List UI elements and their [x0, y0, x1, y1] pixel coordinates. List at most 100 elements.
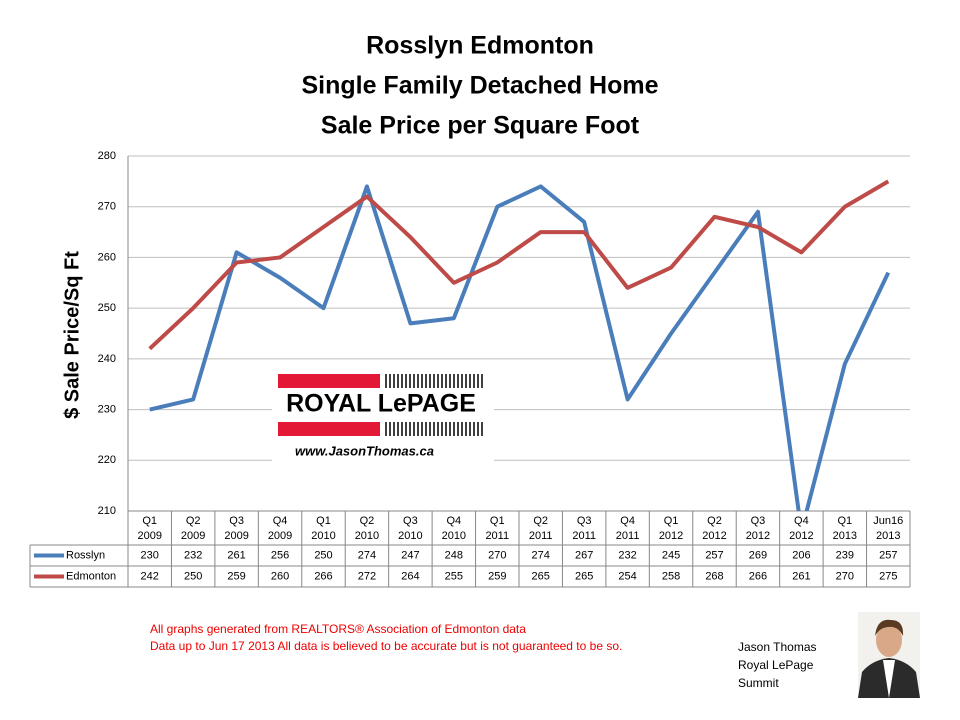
y-tick-label: 250: [98, 302, 116, 314]
x-tick-label: 2010: [398, 530, 422, 542]
x-tick-label: 2010: [442, 530, 466, 542]
table-value: 254: [618, 570, 636, 582]
portrait-face: [876, 623, 902, 657]
x-tick-label: Q3: [403, 515, 418, 527]
x-tick-label: 2013: [833, 530, 857, 542]
table-value: 258: [662, 570, 680, 582]
signature: Jason Thomas: [738, 640, 817, 654]
logo-stripes: [385, 374, 483, 436]
y-tick-label: 260: [98, 251, 116, 263]
x-tick-label: 2012: [746, 530, 770, 542]
x-tick-label: Q4: [794, 515, 809, 527]
signature: Summit: [738, 676, 779, 690]
x-tick-label: Jun16: [873, 515, 903, 527]
table-value: 257: [705, 549, 723, 561]
table-value: 239: [836, 549, 854, 561]
table-value: 261: [792, 570, 810, 582]
table-value: 232: [184, 549, 202, 561]
portrait-hair: [875, 619, 904, 636]
x-tick-label: Q4: [620, 515, 635, 527]
table-value: 269: [749, 549, 767, 561]
x-tick-label: Q4: [446, 515, 461, 527]
x-tick-label: 2011: [572, 530, 596, 542]
chart-title: Sale Price per Square Foot: [321, 112, 640, 140]
logo: ROYAL LePAGE www.JasonThomas.ca: [272, 368, 494, 464]
legend-label: Rosslyn: [66, 549, 105, 561]
table-value: 274: [532, 549, 550, 561]
portrait-shirt: [883, 660, 895, 698]
footnote: Data up to Jun 17 2013 All data is belie…: [150, 639, 622, 653]
logo-bar: [278, 374, 380, 388]
series-line: [148, 179, 890, 351]
x-tick-label: Q1: [142, 515, 157, 527]
x-tick-label: 2013: [876, 530, 900, 542]
series-line: [149, 184, 891, 511]
chart-title: Single Family Detached Home: [301, 72, 658, 100]
y-axis-label: $ Sale Price/Sq Ft: [61, 251, 83, 419]
table-value: 230: [141, 549, 159, 561]
table-value: 267: [575, 549, 593, 561]
x-tick-label: 2009: [181, 530, 205, 542]
x-tick-label: Q4: [273, 515, 288, 527]
table-value: 264: [401, 570, 419, 582]
table-value: 270: [488, 549, 506, 561]
logo-brand: ROYAL LePAGE: [286, 390, 476, 418]
x-tick-label: Q1: [664, 515, 679, 527]
y-tick-label: 270: [98, 201, 116, 213]
y-tick-label: 220: [98, 454, 116, 466]
table-value: 248: [445, 549, 463, 561]
legend-label: Edmonton: [66, 570, 116, 582]
x-tick-label: 2012: [659, 530, 683, 542]
lines: [148, 179, 891, 511]
y-tick-label: 240: [98, 353, 116, 365]
x-tick-label: 2011: [485, 530, 509, 542]
x-tick-label: 2011: [616, 530, 640, 542]
table-value: 266: [314, 570, 332, 582]
footnote: All graphs generated from REALTORS® Asso…: [150, 622, 526, 636]
table-value: 260: [271, 570, 289, 582]
table-value: 265: [575, 570, 593, 582]
logo-bar: [278, 422, 380, 436]
table-value: 250: [184, 570, 202, 582]
x-tick-label: 2009: [137, 530, 161, 542]
x-tick-label: Q2: [360, 515, 375, 527]
x-tick-label: Q2: [186, 515, 201, 527]
table-value: 256: [271, 549, 289, 561]
table-value: 250: [314, 549, 332, 561]
x-tick-label: Q1: [490, 515, 505, 527]
table-value: 261: [227, 549, 245, 561]
table-value: 272: [358, 570, 376, 582]
x-tick-label: Q1: [316, 515, 331, 527]
grid: 210 220 230 240 250 260 270 280 Q1 2009 Q2 2009 Q3 20…: [29, 150, 911, 588]
table-value: 247: [401, 549, 419, 561]
table-value: 257: [879, 549, 897, 561]
table-value: 206: [792, 549, 810, 561]
signature: Royal LePage: [738, 658, 814, 672]
x-tick-label: 2010: [311, 530, 335, 542]
table-value: 266: [749, 570, 767, 582]
table-value: 255: [445, 570, 463, 582]
x-tick-label: Q3: [229, 515, 244, 527]
x-tick-label: 2009: [224, 530, 248, 542]
x-tick-label: 2012: [702, 530, 726, 542]
x-tick-label: 2010: [355, 530, 379, 542]
x-tick-label: Q3: [577, 515, 592, 527]
chart-title: Rosslyn Edmonton: [366, 32, 594, 60]
y-tick-label: 280: [98, 150, 116, 162]
portrait: [858, 612, 920, 698]
table-value: 245: [662, 549, 680, 561]
table-value: 232: [618, 549, 636, 561]
table-value: 265: [532, 570, 550, 582]
x-tick-label: Q1: [837, 515, 852, 527]
table-value: 275: [879, 570, 897, 582]
table-value: 259: [227, 570, 245, 582]
x-tick-label: Q3: [751, 515, 766, 527]
y-tick-label: 210: [98, 505, 116, 517]
y-tick-label: 230: [98, 403, 116, 415]
table-value: 274: [358, 549, 376, 561]
x-tick-label: 2009: [268, 530, 292, 542]
table-value: 268: [705, 570, 723, 582]
x-tick-label: 2012: [789, 530, 813, 542]
logo-url: www.JasonThomas.ca: [295, 443, 434, 458]
